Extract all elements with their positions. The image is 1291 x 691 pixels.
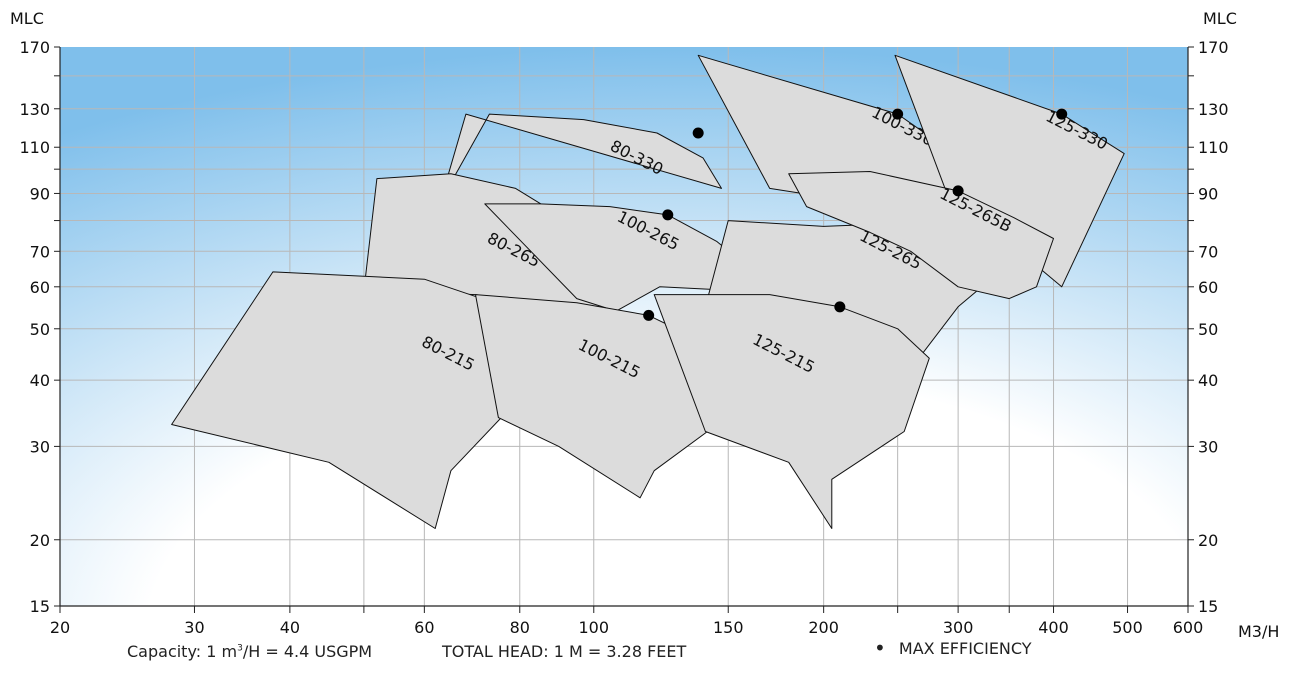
y-tick-label-right: 20: [1198, 531, 1218, 550]
y-tick-label-right: 15: [1198, 597, 1218, 616]
x-tick-label: 150: [713, 618, 744, 637]
x-tick-label: 80: [510, 618, 530, 637]
left-axis-unit: MLC: [10, 9, 44, 28]
max-efficiency-point: [1056, 108, 1068, 120]
y-tick-label-right: 30: [1198, 437, 1218, 456]
y-tick-label-left: 50: [30, 320, 50, 339]
x-tick-label: 60: [414, 618, 434, 637]
x-tick-label: 200: [808, 618, 839, 637]
y-tick-label-left: 20: [30, 531, 50, 550]
x-tick-label: 400: [1038, 618, 1069, 637]
x-tick-label: 300: [943, 618, 974, 637]
max-efficiency-point: [834, 301, 846, 313]
max-efficiency-point: [692, 127, 704, 139]
y-tick-label-left: 130: [19, 100, 50, 119]
capacity-sup: 3: [237, 643, 243, 654]
y-tick-label-left: 30: [30, 437, 50, 456]
x-tick-label: 500: [1112, 618, 1143, 637]
y-tick-label-right: 130: [1198, 100, 1229, 119]
capacity-suffix: /H = 4.4 USGPM: [242, 642, 373, 661]
y-tick-label-right: 40: [1198, 371, 1218, 390]
capacity-prefix: Capacity: 1 m: [127, 642, 238, 661]
x-tick-label: 600: [1173, 618, 1204, 637]
legend-label: MAX EFFICIENCY: [898, 639, 1032, 658]
max-efficiency-point: [892, 108, 904, 120]
x-tick-label: 30: [184, 618, 204, 637]
y-tick-label-right: 170: [1198, 38, 1229, 57]
zone-125-265B: [788, 171, 1054, 300]
y-tick-label-right: 50: [1198, 320, 1218, 339]
zone-80-215: [171, 271, 567, 529]
right-axis-unit: MLC: [1203, 9, 1237, 28]
zone-125-215: [653, 294, 930, 529]
y-tick-label-right: 70: [1198, 242, 1218, 261]
x-axis-unit: M3/H: [1238, 622, 1279, 641]
y-tick-label-left: 90: [30, 184, 50, 203]
y-tick-label-right: 110: [1198, 138, 1229, 157]
y-tick-label-left: 170: [19, 38, 50, 57]
y-tick-label-right: 60: [1198, 278, 1218, 297]
y-tick-label-left: 70: [30, 242, 50, 261]
x-tick-label: 40: [280, 618, 300, 637]
capacity-note: Capacity: 1 m3/H = 4.4 USGPM: [127, 642, 372, 661]
legend-marker: •: [874, 636, 886, 660]
y-tick-label-left: 60: [30, 278, 50, 297]
y-tick-label-right: 90: [1198, 184, 1218, 203]
total-head-note: TOTAL HEAD: 1 M = 3.28 FEET: [442, 642, 687, 661]
max-efficiency-point: [643, 309, 655, 321]
max-efficiency-point: [662, 209, 674, 221]
x-tick-label: 20: [50, 618, 70, 637]
y-tick-label-left: 15: [30, 597, 50, 616]
legend: • MAX EFFICIENCY: [874, 636, 1032, 660]
x-tick-label: 100: [578, 618, 609, 637]
y-tick-label-left: 110: [19, 138, 50, 157]
max-efficiency-point: [952, 185, 964, 197]
y-tick-label-left: 40: [30, 371, 50, 390]
